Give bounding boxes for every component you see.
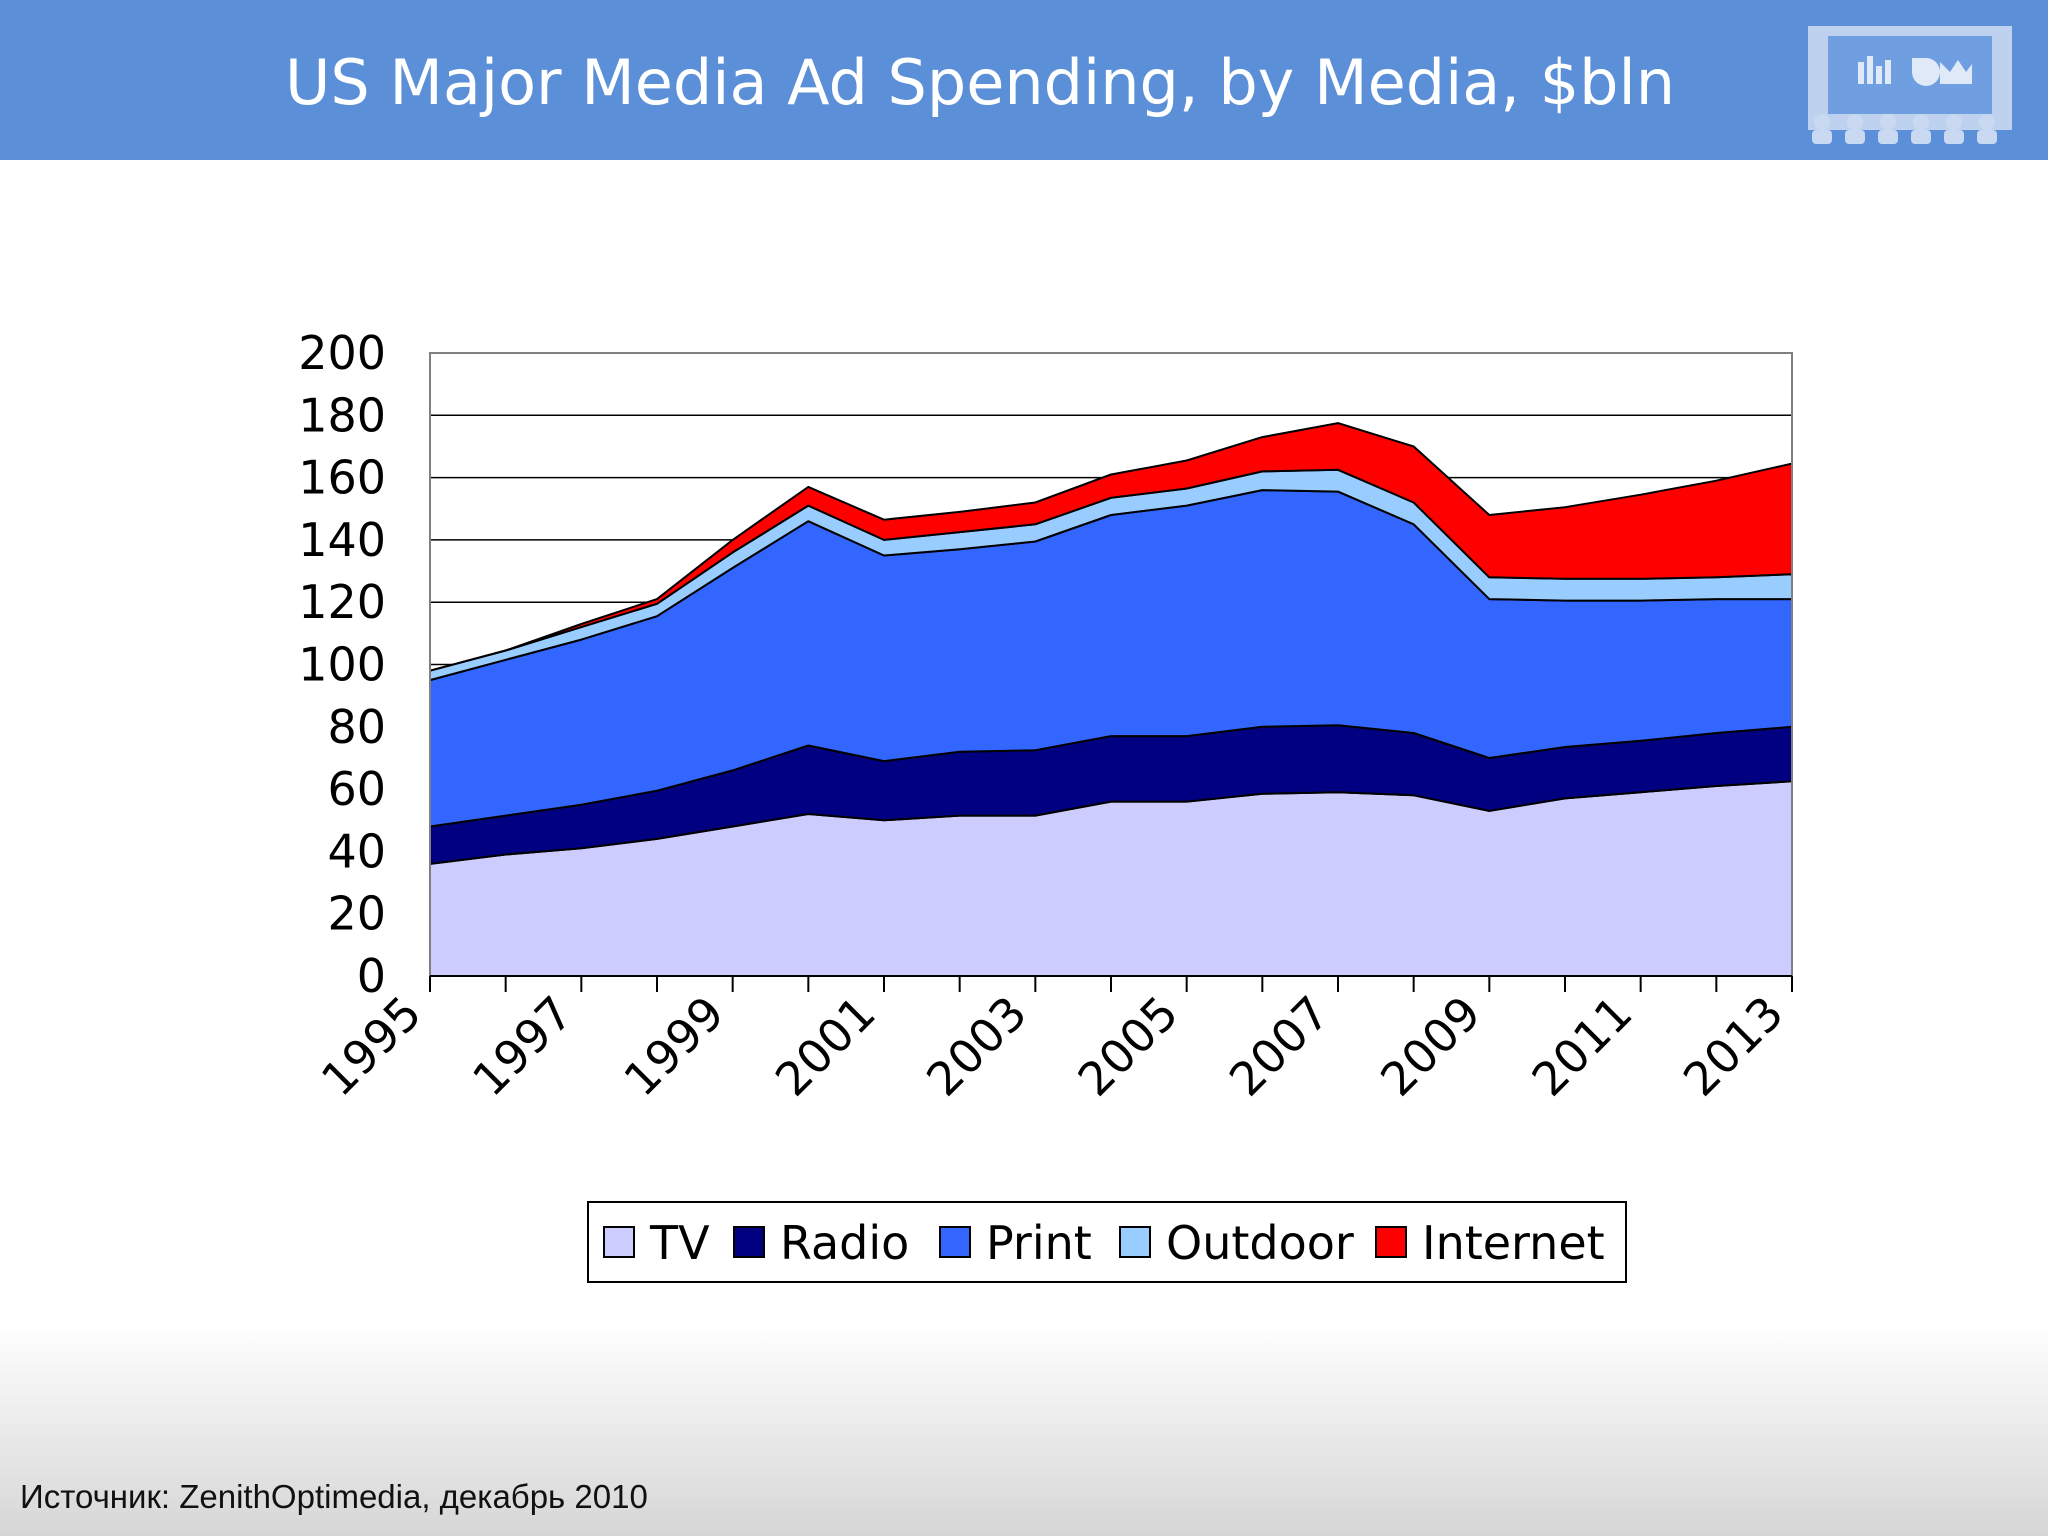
x-tick-label: 1999 bbox=[613, 986, 734, 1107]
x-tick-label: 2009 bbox=[1370, 986, 1491, 1107]
legend-swatch-print bbox=[939, 1226, 971, 1258]
legend-label-print: Print bbox=[986, 1216, 1092, 1270]
legend-swatch-outdoor bbox=[1119, 1226, 1151, 1258]
x-tick-label: 2007 bbox=[1219, 986, 1340, 1107]
title-bar: US Major Media Ad Spending, by Media, $b… bbox=[0, 0, 2048, 160]
source-note: Источник: ZenithOptimedia, декабрь 2010 bbox=[20, 1478, 648, 1515]
y-tick-label: 100 bbox=[298, 638, 386, 692]
y-tick-label: 160 bbox=[298, 451, 386, 505]
presentation-logo-icon bbox=[1808, 26, 2012, 144]
y-tick-label: 200 bbox=[298, 326, 386, 380]
legend-swatch-internet bbox=[1375, 1226, 1407, 1258]
legend-label-internet: Internet bbox=[1422, 1216, 1605, 1270]
axes bbox=[429, 975, 1793, 992]
y-tick-label: 80 bbox=[327, 700, 386, 754]
legend-swatch-radio bbox=[733, 1226, 765, 1258]
legend-label-radio: Radio bbox=[780, 1216, 909, 1270]
x-tick-label: 1995 bbox=[311, 986, 432, 1107]
legend-label-tv: TV bbox=[649, 1216, 710, 1270]
y-tick-label: 180 bbox=[298, 388, 386, 442]
y-tick-label: 120 bbox=[298, 575, 386, 629]
y-tick-label: 0 bbox=[357, 949, 386, 1003]
x-tick-label: 2011 bbox=[1521, 986, 1642, 1107]
y-tick-label: 20 bbox=[327, 887, 386, 941]
y-tick-label: 140 bbox=[298, 513, 386, 567]
area-series bbox=[429, 422, 1793, 977]
x-tick-label: 2001 bbox=[765, 986, 886, 1107]
x-tick-label: 2003 bbox=[916, 986, 1037, 1107]
y-axis-tick-labels: 0 20 40 60 80 100 120 140 160 180 200 bbox=[298, 326, 386, 1003]
legend: TV Radio Print Outdoor Internet bbox=[587, 1201, 1627, 1283]
legend-label-outdoor: Outdoor bbox=[1166, 1216, 1354, 1270]
legend-swatch-tv bbox=[603, 1226, 635, 1258]
x-tick-label: 2013 bbox=[1673, 986, 1794, 1107]
x-tick-label: 2005 bbox=[1067, 986, 1188, 1107]
x-tick-label: 1997 bbox=[462, 986, 583, 1107]
y-tick-label: 40 bbox=[327, 824, 386, 878]
y-tick-label: 60 bbox=[327, 762, 386, 816]
slide-title: US Major Media Ad Spending, by Media, $b… bbox=[284, 46, 1676, 119]
x-axis-tick-labels: 1995 1997 1999 2001 2003 2005 2007 2009 2011 2013 bbox=[311, 986, 1794, 1107]
